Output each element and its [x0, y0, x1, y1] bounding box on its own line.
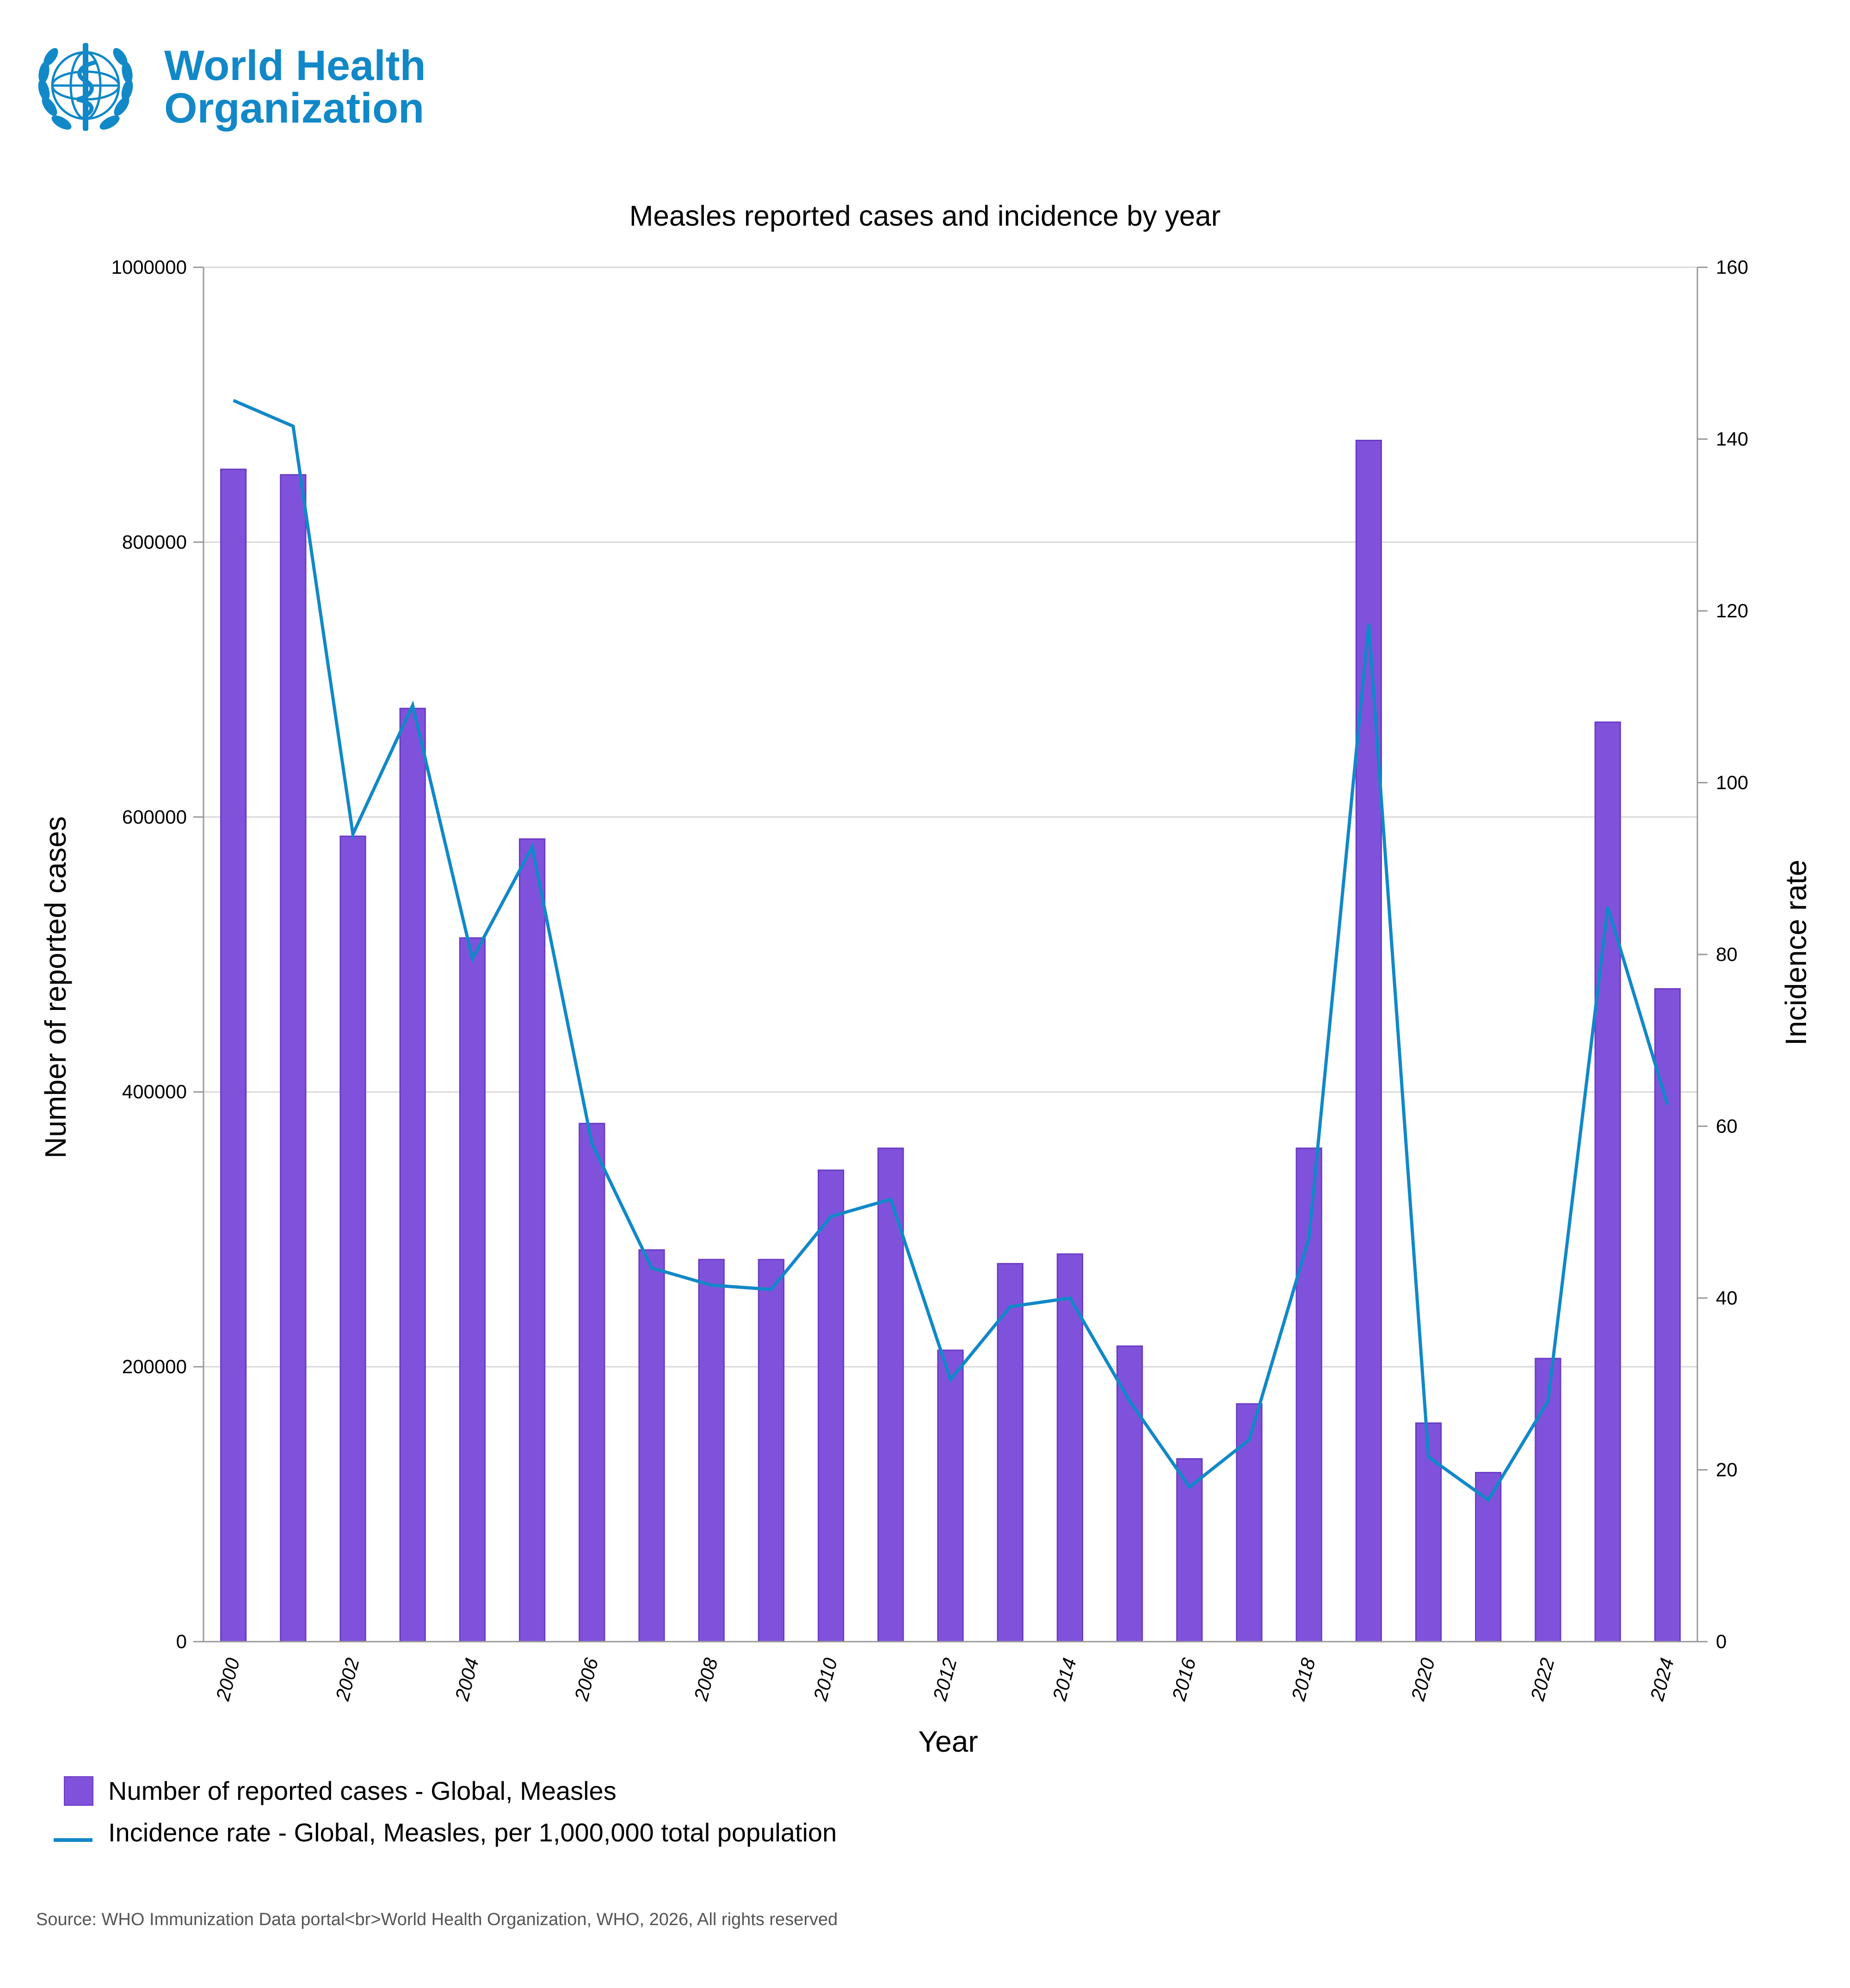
y2-tick-label: 20	[1716, 1459, 1738, 1481]
y-tick-label: 1000000	[111, 256, 187, 278]
bar-2012	[937, 1349, 964, 1643]
bar-2014	[1056, 1253, 1084, 1643]
x-tick-label: 2024	[1646, 1656, 1678, 1703]
legend-label-cases: Number of reported cases - Global, Measl…	[108, 1776, 617, 1805]
y2-tick-label: 40	[1716, 1287, 1738, 1309]
x-tick-label: 2000	[211, 1656, 244, 1704]
bar-2010	[817, 1169, 845, 1643]
bar-2023	[1594, 721, 1621, 1643]
x-tick-label: 2018	[1287, 1656, 1320, 1704]
bar-2005	[518, 838, 546, 1643]
y2-tick-label: 80	[1716, 943, 1738, 965]
x-tick-label: 2004	[450, 1656, 483, 1703]
x-tick-label: 2012	[929, 1656, 961, 1703]
incidence-line-layer	[233, 399, 1669, 1502]
bar-2004	[459, 937, 486, 1643]
bar-2002	[339, 835, 366, 1643]
source-note: Source: WHO Immunization Data portal<br>…	[36, 1910, 838, 1929]
y-tick-label: 800000	[122, 531, 187, 553]
bar-2006	[579, 1123, 605, 1643]
y2-tick-label: 60	[1716, 1115, 1738, 1137]
y2-axis-label: Incidence rate	[1779, 860, 1813, 1046]
y2-tick-label: 100	[1716, 772, 1748, 794]
bar-2022	[1535, 1358, 1561, 1643]
chart-title: Measles reported cases and incidence by …	[629, 200, 1221, 232]
bar-2015	[1116, 1345, 1143, 1643]
legend-swatch-line	[54, 1838, 92, 1842]
who-emblem-icon: World Health Organization	[38, 42, 426, 132]
bar-2017	[1236, 1403, 1263, 1643]
x-tick-label: 2016	[1168, 1656, 1200, 1704]
y2-tick-label: 160	[1716, 256, 1748, 278]
y-axis-ticks: 0 200000 400000 600000 800000 1000000	[111, 256, 204, 1652]
bar-2020	[1415, 1422, 1442, 1643]
y-tick-label: 0	[176, 1631, 187, 1652]
x-tick-label: 2022	[1526, 1656, 1559, 1703]
x-tick-label: 2010	[809, 1656, 841, 1704]
bar-2013	[997, 1263, 1024, 1643]
x-tick-label: 2008	[690, 1656, 722, 1704]
org-name-line1: World Health	[164, 42, 423, 89]
bars	[220, 439, 1681, 1643]
bar-2000	[220, 468, 247, 1643]
legend-label-incidence: Incidence rate - Global, Measles, per 1,…	[108, 1818, 837, 1847]
incidence-line	[233, 399, 1669, 1502]
legend-item-incidence: Incidence rate - Global, Measles, per 1,…	[51, 1817, 837, 1847]
legend-swatch-bar	[64, 1776, 93, 1806]
y-tick-label: 400000	[122, 1081, 187, 1102]
y2-tick-label: 120	[1716, 600, 1748, 622]
bar-2016	[1176, 1458, 1203, 1643]
bar-2019	[1355, 439, 1382, 1643]
bar-2001	[280, 474, 307, 1643]
y2-tick-label: 140	[1716, 428, 1748, 450]
y-axis-label: Number of reported cases	[39, 816, 72, 1158]
y-tick-label: 200000	[122, 1356, 187, 1378]
x-tick-label: 2014	[1048, 1656, 1080, 1703]
y2-tick-label: 0	[1716, 1631, 1727, 1652]
x-tick-label: 2006	[570, 1656, 603, 1704]
x-axis-ticks: 2000 2002 2004 2006 2008 2010 2012 2014 2016 2018…	[211, 1656, 1678, 1704]
bar-2009	[758, 1259, 785, 1643]
bar-2011	[877, 1147, 904, 1643]
bar-2003	[399, 708, 426, 1643]
legend-item-cases: Number of reported cases - Global, Measl…	[51, 1776, 617, 1806]
bar-2007	[638, 1249, 665, 1643]
gridlines	[204, 266, 1697, 1368]
org-name-line2: Organization	[164, 85, 423, 132]
who-logo: World Health Organization	[25, 25, 426, 146]
y2-axis-ticks: 0 20 40 60 80 100 120 140 160	[1697, 256, 1748, 1652]
bar-2024	[1654, 988, 1681, 1643]
x-tick-label: 2002	[331, 1656, 364, 1703]
x-axis-label: Year	[918, 1725, 978, 1758]
y-tick-label: 600000	[122, 806, 187, 828]
x-tick-label: 2020	[1406, 1656, 1439, 1704]
bar-2008	[698, 1259, 725, 1643]
